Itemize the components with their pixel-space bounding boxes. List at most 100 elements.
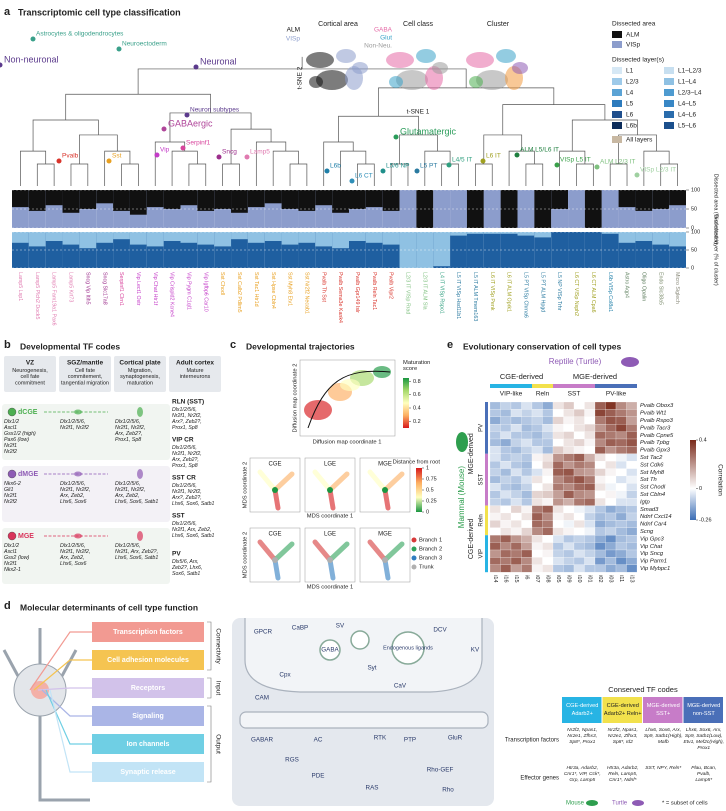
cell-type-label: Sst Myh8 Etv1 [287, 272, 293, 306]
bar [163, 232, 181, 241]
row-label: Pvalb Tpbg [640, 440, 670, 446]
neuron-dendrites [2, 628, 90, 802]
text-block: Htr3a, Adarb2, Reln, Lamp5, Cnr1*, Ndnf* [607, 765, 639, 783]
text-block: CGE-derived Adarb2+ Reln+ [604, 703, 642, 717]
category-label: Ion channels [127, 741, 170, 748]
text-line: CGE-derived [566, 703, 598, 709]
legend-swatch [612, 31, 622, 38]
heatmap-cell [573, 453, 585, 462]
heatmap-cell [500, 520, 512, 528]
text-block: Nkx6-2 Gli1 Nr2f1 Nr2f2 [4, 481, 21, 505]
dendrogram-branch [643, 150, 670, 186]
cell-type-label: Oligo Opalin [640, 272, 646, 301]
synapse-label: GluR [448, 735, 463, 742]
heatmap-cell [594, 475, 606, 484]
text-line: Nr2f2, Npas1, [608, 727, 638, 733]
legend-dot [411, 564, 417, 570]
heatmap-cell [489, 498, 501, 506]
heatmap-cell [573, 498, 585, 506]
output-name: VIP CR [172, 437, 194, 444]
bar [517, 232, 535, 236]
legend-label: L2/3 [626, 79, 639, 86]
cell-type-label: Sst Tac1 Htr1d [253, 272, 259, 307]
heatmap-cell [626, 468, 638, 477]
tsne-cloud [476, 70, 508, 90]
text-block: Lhx6, Sox6, Arx, Sp9, Satb1(Low), Etv1, Me… [684, 727, 725, 751]
bar [433, 232, 451, 267]
column-label: i14 [492, 575, 498, 582]
heatmap-cell [542, 564, 554, 573]
bar [247, 232, 265, 243]
axis-label: MDS coordinate 2 [243, 532, 249, 578]
heatmap-cell [521, 401, 533, 410]
trajectory-root [272, 557, 278, 563]
bar [281, 232, 299, 245]
heatmap-cell [626, 438, 638, 447]
lineage-band [2, 466, 170, 522]
dendrogram-branch [576, 163, 594, 186]
heatmap-cell [573, 409, 585, 417]
tree-node [216, 154, 222, 160]
bar [62, 232, 80, 245]
output-name: PV [172, 551, 181, 558]
heatmap-cell [510, 453, 522, 462]
legend-label: All layers [626, 137, 653, 144]
cell-type-label: Vip Lect1 Oxtr [135, 272, 141, 306]
dendrogram-branch [65, 93, 211, 120]
heatmap-cell [489, 409, 501, 417]
heatmap-cell [615, 512, 627, 521]
cell-type-label: L2/3 IT VISp Rrad [405, 272, 411, 314]
column-label: i6 [523, 575, 529, 579]
heatmap-cell [552, 520, 564, 528]
heatmap-cell [573, 438, 585, 447]
heatmap-cell [542, 512, 554, 521]
cell-type-label: Vip Crispld2 Kcne4 [169, 272, 175, 317]
heatmap-cell [510, 468, 522, 477]
bar [635, 232, 653, 241]
legend-label: L4–L5 [678, 101, 696, 108]
text-line: Nr2f1 [4, 493, 17, 499]
cell-type-label: L4 IT VISp Rspo1 [438, 272, 444, 314]
heatmap-cell [531, 498, 543, 506]
text-line: Lamp5* [695, 777, 713, 783]
text-block: Dlx1/2/5/6, Nr2f1, Nr2f2, Arx, Zeb2, Lhx6, … [59, 543, 90, 567]
bar [28, 190, 46, 211]
cell-type-label: L6 IT VISp Penk [489, 272, 495, 311]
tree-label: ALM L5/L6 IT [520, 147, 559, 154]
text-line: Nr2e1, Zfhx3, [608, 733, 638, 739]
text-line: Dlx1/2 [4, 419, 19, 425]
tsne-cloud [386, 52, 414, 68]
colorbar-tick-label: 0.5 [426, 487, 434, 493]
axis-label: Dissected layer (% of cluster) [713, 214, 719, 286]
tree-label: L6b [330, 163, 341, 170]
column-label: i02 [597, 575, 603, 582]
trajectory-arm [367, 539, 388, 563]
text-line: tangential migration [61, 381, 109, 387]
heatmap-cell [542, 483, 554, 491]
text-line: Nr2f2, Npas1, [567, 727, 597, 733]
dendrogram-branch [424, 150, 451, 186]
text-line: Lhx6, Sox6 [60, 561, 87, 567]
legend-label: L1–L4 [678, 79, 696, 86]
text-line: Lhx6, Sox6, Satb1 [115, 499, 158, 505]
trajectory-arm [382, 541, 405, 563]
panel-title: Transcriptomic cell type classification [18, 7, 181, 17]
heatmap-cell [500, 416, 512, 425]
column-group-label: Reln [536, 391, 550, 398]
heatmap-cell [615, 453, 627, 462]
text-line: Maturation [403, 360, 430, 366]
tree-label: Sncg [222, 149, 237, 156]
heatmap-cell [594, 535, 606, 543]
tree-node [634, 172, 640, 178]
heatmap-cell [500, 475, 512, 484]
legend-swatch [664, 122, 674, 129]
bar [146, 190, 164, 208]
heatmap-cell [584, 438, 596, 447]
trajectory-arm [272, 541, 295, 563]
heatmap-cell [626, 498, 638, 506]
trajectory-arm [382, 487, 391, 511]
heatmap-cell [626, 520, 638, 528]
category-label: Synaptic release [120, 769, 175, 776]
panel-title: Molecular determinants of cell type func… [20, 602, 198, 612]
heatmap-cell [552, 527, 564, 536]
